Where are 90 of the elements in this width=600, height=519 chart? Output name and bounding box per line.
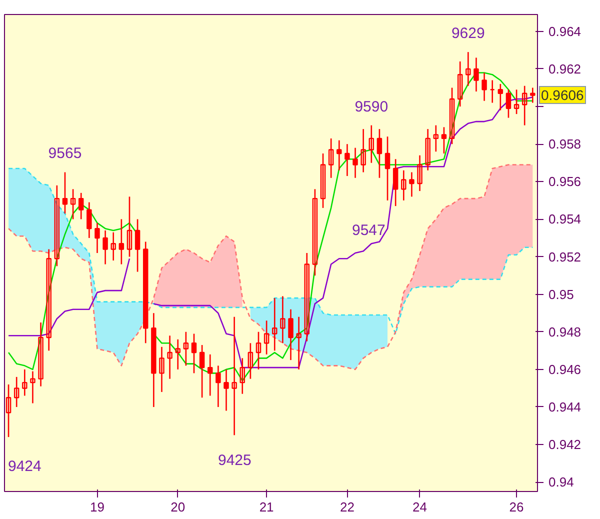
x-tick-label: 21 <box>259 500 274 514</box>
candlestick <box>522 85 528 126</box>
y-tick-label: 0.952 <box>548 249 582 264</box>
candlestick <box>514 88 520 115</box>
candlestick <box>288 308 294 361</box>
candlestick <box>360 128 366 173</box>
x-tick-label: 22 <box>340 500 354 514</box>
candlestick <box>312 188 318 276</box>
candlestick <box>409 172 414 198</box>
x-tick-label: 24 <box>412 500 428 514</box>
candlestick <box>256 331 262 370</box>
candlestick <box>498 83 504 111</box>
candlestick <box>425 128 430 172</box>
candlestick <box>167 334 172 380</box>
candlestick <box>336 140 342 172</box>
candlestick <box>449 87 455 145</box>
annotation: 9629 <box>451 25 485 42</box>
y-tick-label: 0.94 <box>548 474 574 490</box>
candlestick <box>110 232 116 262</box>
line-series <box>8 168 534 334</box>
y-tick-label: 0.942 <box>548 437 582 452</box>
candlestick <box>54 184 60 267</box>
candlestick <box>441 126 447 154</box>
candlestick <box>457 60 463 108</box>
candlestick <box>14 376 20 408</box>
candlestick <box>248 342 254 380</box>
candlestick <box>94 222 100 254</box>
candlestick <box>264 320 270 356</box>
candlestick <box>199 344 205 398</box>
annotation: 9547 <box>352 222 386 239</box>
candlestick <box>6 384 12 438</box>
candlestick <box>126 196 132 258</box>
candlestick <box>232 316 237 436</box>
candlestick <box>384 136 390 202</box>
candlestick <box>102 230 108 265</box>
x-tick-label: 19 <box>90 500 104 514</box>
y-tick-label: 0.944 <box>548 399 582 414</box>
candlestick <box>280 296 286 344</box>
y-tick-label: 0.964 <box>548 24 582 39</box>
y-tick-label: 0.946 <box>548 362 582 377</box>
text: 0.9606 <box>539 86 586 104</box>
candlestick <box>296 316 302 370</box>
candlestick <box>240 358 245 394</box>
candlestick <box>22 368 28 396</box>
candlestick <box>320 152 326 209</box>
candlestick <box>159 346 164 393</box>
x-tick-label: 26 <box>509 500 524 514</box>
candlestick <box>328 138 334 179</box>
candlestick <box>506 88 512 118</box>
candlestick <box>304 252 310 342</box>
candlestick <box>38 322 44 387</box>
candlestick <box>208 354 213 396</box>
annotation: 9425 <box>218 452 252 469</box>
candlestick <box>118 218 124 265</box>
y-tick-label: 0.95 <box>548 286 574 302</box>
candlestick <box>70 188 76 220</box>
candlestick <box>530 87 536 104</box>
candlestick <box>433 124 439 152</box>
y-tick-label: 0.954 <box>548 212 582 227</box>
x-tick-label: 20 <box>170 500 186 514</box>
candlestick <box>376 128 382 179</box>
candlestick <box>30 370 36 404</box>
candlestick <box>191 333 197 374</box>
annotation: 9565 <box>48 145 82 162</box>
candlestick <box>183 331 189 366</box>
candlestick <box>62 172 68 214</box>
annotation: 9424 <box>8 458 42 475</box>
line-series <box>8 164 534 370</box>
candlestick <box>86 202 92 239</box>
candlestick <box>134 218 140 272</box>
candlestick <box>46 248 52 352</box>
candlestick <box>474 57 479 92</box>
y-tick-label: 0.948 <box>548 324 582 340</box>
candlestick <box>344 143 350 177</box>
candlestick <box>392 158 398 207</box>
candlestick <box>78 192 84 220</box>
candlestick <box>417 154 422 192</box>
y-tick-label: 0.962 <box>548 61 582 76</box>
candlestick <box>175 338 180 370</box>
candlestick <box>216 365 221 408</box>
candlestick <box>466 51 471 87</box>
candlestick <box>352 147 358 179</box>
y-tick-label: 0.956 <box>548 174 582 190</box>
candlestick <box>401 170 406 202</box>
candlestick <box>224 368 229 412</box>
y-tick-label: 0.958 <box>548 136 582 152</box>
candlestick <box>368 124 374 164</box>
annotation: 9590 <box>354 98 388 116</box>
candlestick <box>272 297 278 352</box>
candlestick <box>482 72 487 102</box>
